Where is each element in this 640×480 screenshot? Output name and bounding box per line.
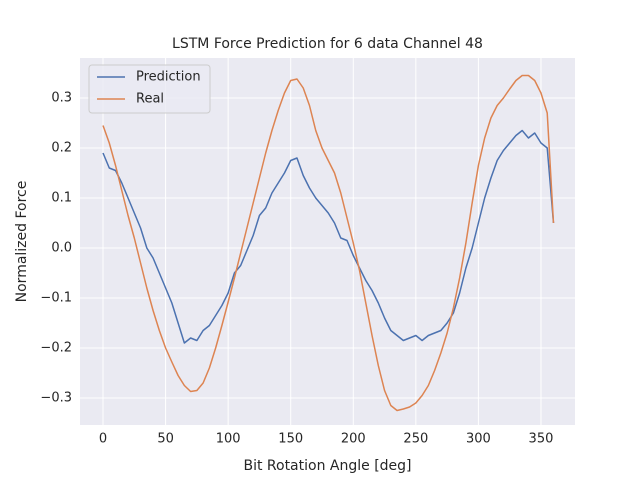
chart-title: LSTM Force Prediction for 6 data Channel… (172, 36, 483, 52)
y-axis-label: Normalized Force (14, 181, 30, 303)
x-tick-label: 100 (216, 432, 241, 447)
y-tick-label: −0.2 (40, 341, 72, 356)
y-tick-label: −0.1 (40, 291, 72, 306)
y-tick-label: −0.3 (40, 391, 72, 406)
x-tick-label: 200 (341, 432, 366, 447)
y-tick-label: 0.2 (51, 141, 72, 156)
x-tick-label: 350 (529, 432, 554, 447)
y-tick-label: 0.0 (51, 241, 72, 256)
x-tick-label: 150 (278, 432, 303, 447)
x-axis-label: Bit Rotation Angle [deg] (243, 458, 411, 474)
y-tick-label: 0.1 (51, 191, 72, 206)
line-series (102, 129, 555, 344)
x-tick-label: 0 (99, 432, 107, 447)
x-tick-label: 300 (466, 432, 491, 447)
line-series (102, 74, 555, 412)
legend-label: Real (136, 92, 164, 107)
legend-label: Prediction (136, 70, 201, 85)
x-tick-label: 50 (157, 432, 174, 447)
plot-area (80, 58, 575, 425)
x-tick-label: 250 (403, 432, 428, 447)
y-tick-label: 0.3 (51, 91, 72, 106)
